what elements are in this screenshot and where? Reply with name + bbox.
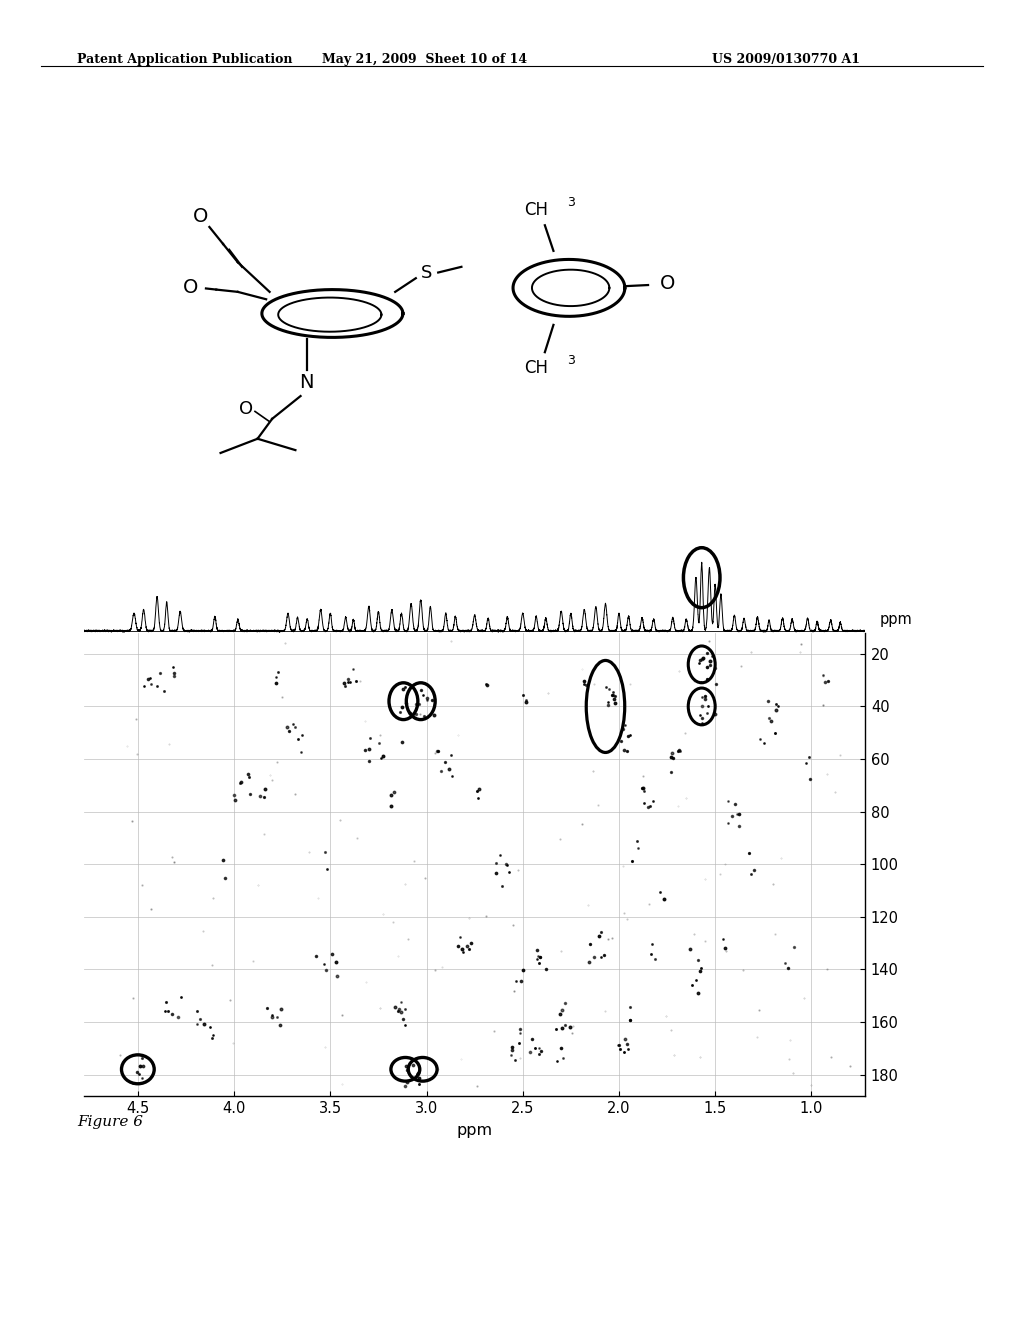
Text: O: O <box>240 400 253 418</box>
Text: S: S <box>421 264 433 281</box>
Text: Figure 6: Figure 6 <box>77 1115 142 1130</box>
Text: ppm: ppm <box>880 612 912 627</box>
Text: Patent Application Publication: Patent Application Publication <box>77 53 292 66</box>
Text: O: O <box>182 279 199 297</box>
Text: CH: CH <box>524 201 548 219</box>
Text: May 21, 2009  Sheet 10 of 14: May 21, 2009 Sheet 10 of 14 <box>323 53 527 66</box>
X-axis label: ppm: ppm <box>457 1123 493 1138</box>
Text: CH: CH <box>524 359 548 376</box>
Text: O: O <box>194 207 209 226</box>
Text: O: O <box>660 275 676 293</box>
Text: 3: 3 <box>567 195 575 209</box>
Text: 3: 3 <box>567 354 575 367</box>
Text: US 2009/0130770 A1: US 2009/0130770 A1 <box>712 53 860 66</box>
Text: N: N <box>299 374 313 392</box>
